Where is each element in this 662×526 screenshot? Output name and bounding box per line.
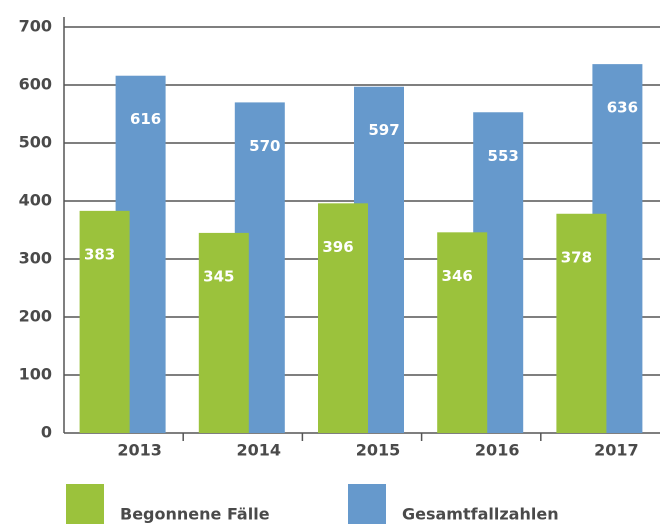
x-tick-label: 2015 xyxy=(356,441,401,460)
y-tick-label: 300 xyxy=(19,249,52,268)
value-label: 378 xyxy=(561,248,592,266)
value-label: 553 xyxy=(488,147,519,165)
legend-swatch xyxy=(348,484,386,524)
value-label: 345 xyxy=(203,267,234,285)
x-tick-label: 2017 xyxy=(594,441,639,460)
x-tick-label: 2014 xyxy=(237,441,282,460)
legend-label: Begonnene Fälle xyxy=(120,505,270,524)
value-label: 346 xyxy=(442,267,473,285)
value-label: 383 xyxy=(84,245,115,263)
bar xyxy=(318,203,368,433)
y-tick-label: 0 xyxy=(41,423,52,442)
value-label: 636 xyxy=(607,99,638,117)
y-tick-label: 500 xyxy=(19,133,52,152)
bar xyxy=(79,210,130,433)
bar xyxy=(556,213,607,433)
bar xyxy=(198,232,249,433)
value-label: 597 xyxy=(368,121,399,139)
x-tick-label: 2016 xyxy=(475,441,520,460)
y-tick-label: 600 xyxy=(19,75,52,94)
y-tick-label: 200 xyxy=(19,307,52,326)
legend-swatch xyxy=(66,484,104,524)
y-tick-label: 400 xyxy=(19,191,52,210)
y-tick-label: 100 xyxy=(19,365,52,384)
y-tick-label: 700 xyxy=(19,17,52,36)
legend-label: Gesamtfallzahlen xyxy=(402,505,559,524)
value-label: 616 xyxy=(130,110,161,128)
x-tick-label: 2013 xyxy=(117,441,162,460)
value-label: 396 xyxy=(322,238,353,256)
value-label: 570 xyxy=(249,137,280,155)
bar xyxy=(437,232,488,433)
